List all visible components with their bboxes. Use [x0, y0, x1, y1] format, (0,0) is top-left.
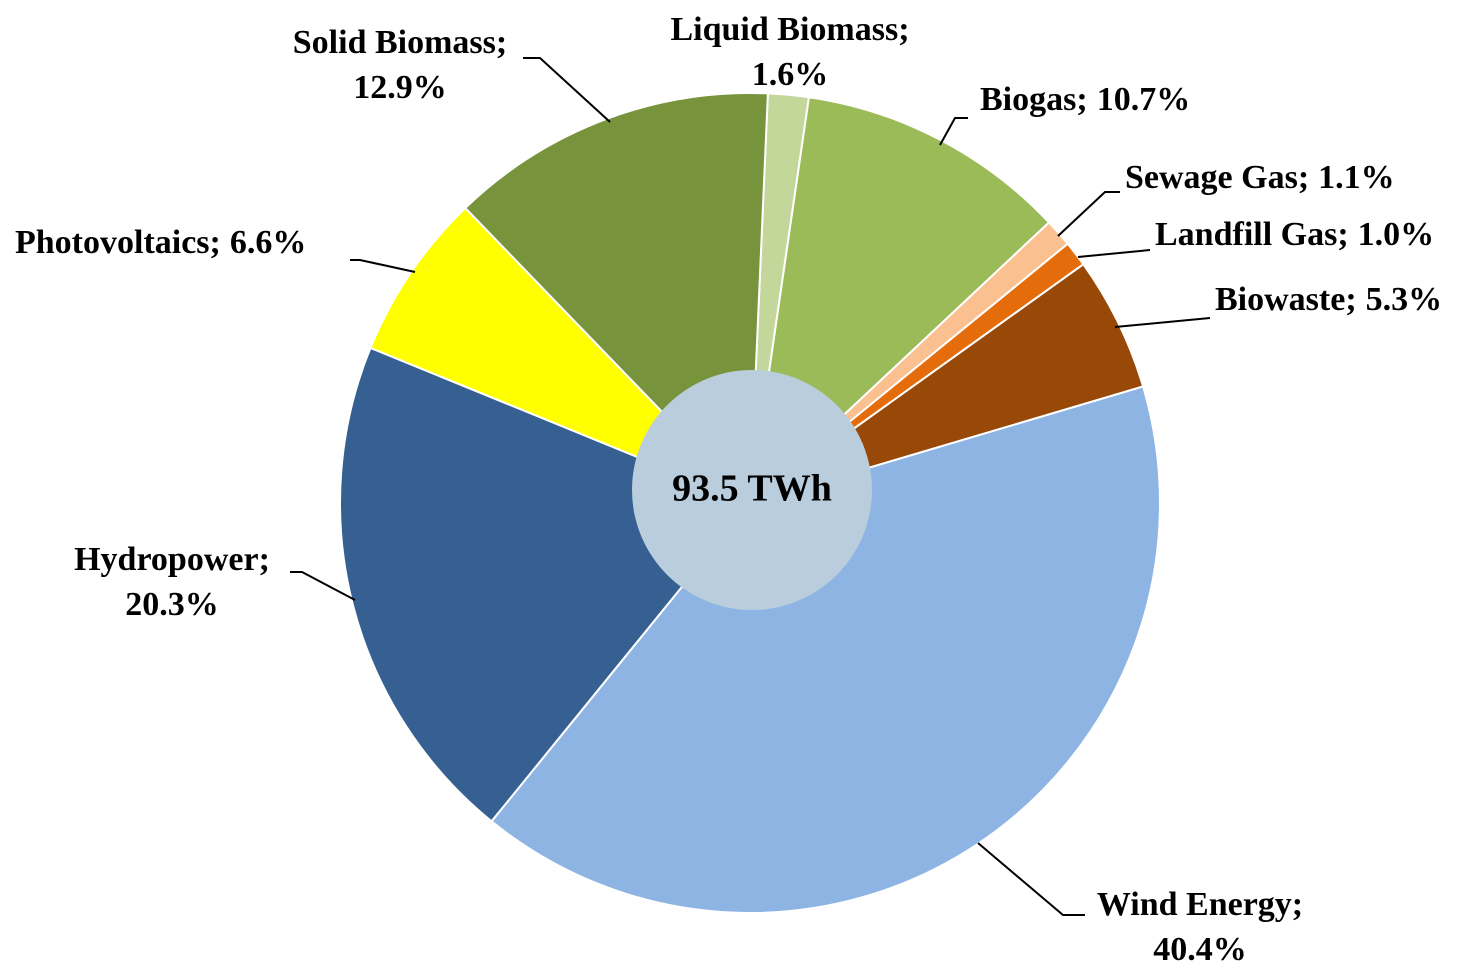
slice-label-group: Landfill Gas; 1.0%	[1155, 216, 1434, 253]
leader-line	[290, 571, 356, 601]
slice-value: 1.1%	[1318, 159, 1395, 196]
slice-value: 40.4%	[1153, 931, 1247, 965]
slice-value: 10.7%	[1097, 81, 1191, 118]
leader-line	[939, 117, 968, 146]
slice-label-group: Photovoltaics; 6.6%	[15, 224, 306, 261]
leader-line	[523, 57, 611, 123]
slice-label-group: Sewage Gas; 1.1%	[1125, 159, 1395, 196]
center-label: 93.5 TWh	[672, 468, 832, 510]
slice-label-group: Biowaste; 5.3%	[1215, 281, 1442, 318]
slice-label: Sewage Gas;	[1125, 159, 1309, 196]
center-circle	[632, 370, 872, 610]
slice-value: 1.6%	[752, 56, 829, 93]
leader-line	[350, 259, 416, 273]
leader-line	[1057, 191, 1120, 237]
slice-value: 12.9%	[353, 69, 447, 106]
labels: Liquid Biomass; 1.6% Biogas; 10.7% Sewage Ga…	[15, 11, 1442, 965]
pie-slice	[490, 385, 1162, 914]
slice-label-group: Biogas; 10.7%	[980, 81, 1190, 118]
slice-label: Biogas;	[980, 81, 1088, 118]
slice-label: Solid Biomass;	[293, 24, 507, 61]
leader-line	[977, 842, 1085, 916]
slice-label: Biowaste;	[1215, 281, 1357, 318]
slice-label: Wind Energy;	[1097, 886, 1303, 923]
slice-value: 1.0%	[1358, 216, 1435, 253]
slice-label: Landfill Gas;	[1155, 216, 1349, 253]
slice-label: Photovoltaics;	[15, 224, 221, 261]
leader-line	[1114, 317, 1211, 328]
slice-label: Liquid Biomass;	[670, 11, 909, 48]
slice-value: 5.3%	[1366, 281, 1443, 318]
leader-line	[1077, 249, 1151, 258]
slice-value: 20.3%	[125, 586, 219, 623]
slice-value: 6.6%	[230, 224, 307, 261]
slice-label: Hydropower;	[74, 541, 270, 578]
